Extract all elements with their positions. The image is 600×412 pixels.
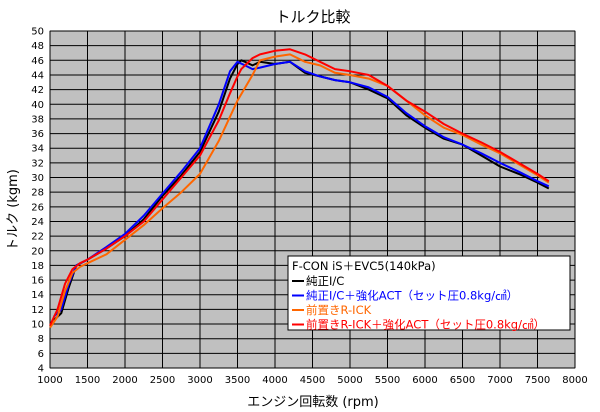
y-tick-label: 12 xyxy=(31,305,44,316)
x-tick-label: 3500 xyxy=(225,375,250,386)
y-tick-label: 34 xyxy=(31,144,44,155)
y-axis-title: トルク (kgm) xyxy=(6,169,21,251)
x-tick-label: 5500 xyxy=(375,375,400,386)
x-tick-label: 2500 xyxy=(150,375,175,386)
x-tick-label: 3000 xyxy=(187,375,212,386)
y-tick-label: 14 xyxy=(31,290,44,301)
y-tick-label: 38 xyxy=(31,114,44,125)
y-tick-label: 26 xyxy=(31,202,44,213)
x-axis-ticks: 1000 1500 2000 2500 3000 3500 4000 4500 5000 5500… xyxy=(37,375,587,386)
y-tick-label: 46 xyxy=(31,56,44,67)
x-tick-label: 6000 xyxy=(412,375,437,386)
legend-box xyxy=(287,255,571,331)
y-tick-label: 24 xyxy=(31,217,44,228)
x-tick-label: 6500 xyxy=(450,375,475,386)
x-axis-title: エンジン回転数 (rpm) xyxy=(247,395,379,410)
legend: F-CON iS＋EVC5(140kPa) 純正I/C純正I/C＋強化ACT（セ… xyxy=(287,255,571,332)
y-tick-label: 48 xyxy=(31,41,44,52)
series-line-2 xyxy=(49,53,550,329)
series-line-1 xyxy=(53,60,550,318)
y-tick-label: 30 xyxy=(31,173,44,184)
legend-entry: 純正I/C xyxy=(292,274,344,288)
x-tick-label: 2000 xyxy=(112,375,137,386)
legend-label: 純正I/C xyxy=(306,274,344,288)
y-tick-label: 6 xyxy=(38,349,44,360)
y-tick-label: 10 xyxy=(31,320,44,331)
x-tick-label: 7500 xyxy=(525,375,550,386)
y-tick-label: 18 xyxy=(31,261,44,272)
y-tick-label: 44 xyxy=(31,70,44,81)
y-tick-label: 20 xyxy=(31,246,44,257)
y-tick-label: 36 xyxy=(31,129,44,140)
x-tick-label: 1000 xyxy=(37,375,62,386)
y-tick-label: 50 xyxy=(31,27,44,38)
y-tick-label: 4 xyxy=(38,364,44,375)
x-tick-label: 5000 xyxy=(337,375,362,386)
x-tick-label: 4500 xyxy=(300,375,325,386)
y-tick-label: 42 xyxy=(31,85,44,96)
y-tick-label: 8 xyxy=(38,334,44,345)
x-tick-label: 7000 xyxy=(487,375,512,386)
chart-title: トルク比較 xyxy=(275,8,350,26)
x-tick-label: 8000 xyxy=(562,375,587,386)
y-tick-label: 16 xyxy=(31,276,44,287)
y-tick-label: 22 xyxy=(31,232,44,243)
y-tick-label: 28 xyxy=(31,188,44,199)
series-lines xyxy=(49,48,550,329)
legend-label: 前置きR-ICK xyxy=(306,303,372,317)
legend-label: 純正I/C＋強化ACT（セット圧0.8kg/㎠） xyxy=(306,289,518,303)
series-line-3 xyxy=(49,48,550,326)
y-tick-label: 32 xyxy=(31,158,44,169)
legend-entry: 前置きR-ICK xyxy=(292,303,372,317)
y-tick-label: 40 xyxy=(31,100,44,111)
legend-title: F-CON iS＋EVC5(140kPa) xyxy=(292,259,436,273)
legend-label: 前置きR-ICK＋強化ACT（セット圧0.8kg/㎠） xyxy=(306,318,545,332)
x-tick-label: 4000 xyxy=(262,375,287,386)
legend-entry: 前置きR-ICK＋強化ACT（セット圧0.8kg/㎠） xyxy=(292,318,545,332)
y-axis-ticks: 4681012141618202224262830323436384042444… xyxy=(31,27,44,375)
legend-entry: 純正I/C＋強化ACT（セット圧0.8kg/㎠） xyxy=(292,289,518,303)
x-tick-label: 1500 xyxy=(75,375,100,386)
